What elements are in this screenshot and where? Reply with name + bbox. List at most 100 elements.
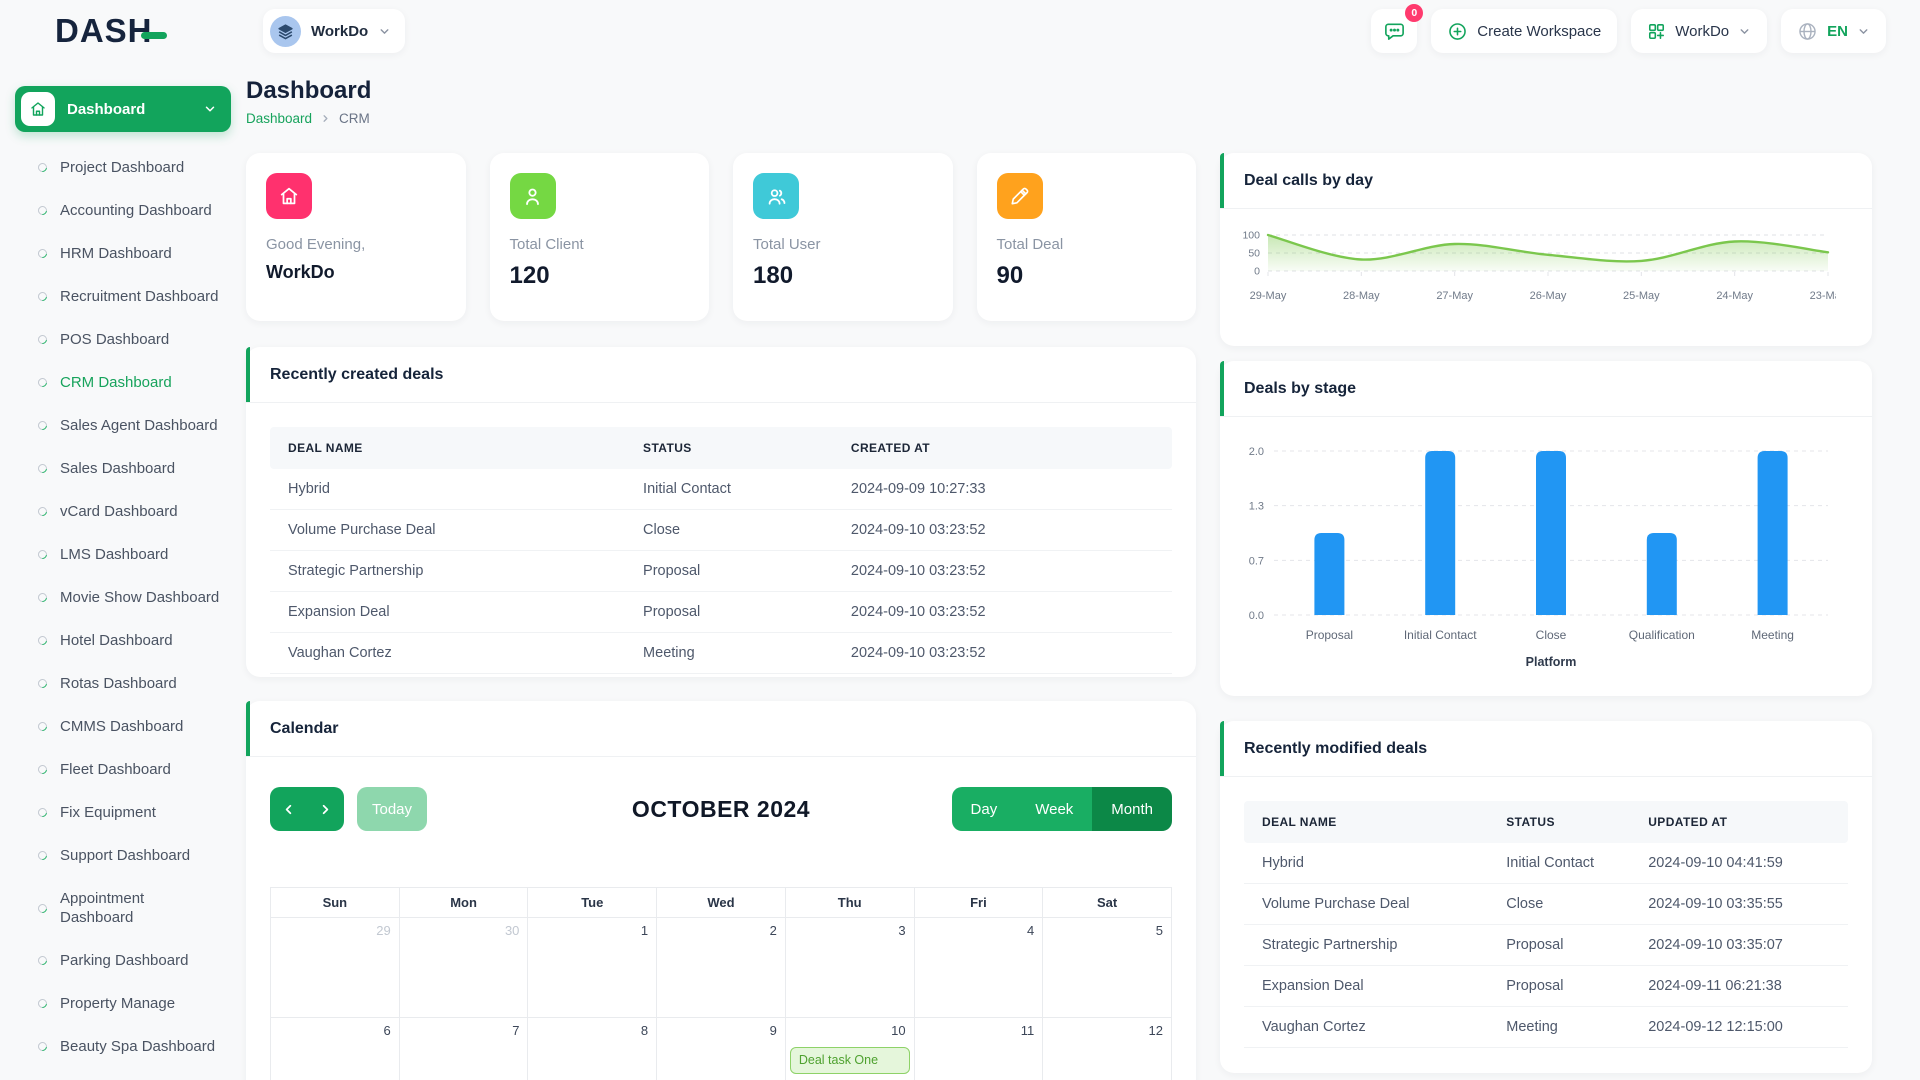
calendar-view-week-button[interactable]: Week [1016, 787, 1093, 831]
sidebar-item-sales-dashboard[interactable]: Sales Dashboard [15, 447, 231, 490]
day-number: 12 [1148, 1023, 1163, 1038]
deal-calls-chart: 100 50 0 29-May 28-May 27-May 26-May 25-May 24-M… [1220, 209, 1872, 320]
app-logo: DASH [55, 12, 215, 50]
calendar-day-cell[interactable]: 1 [528, 918, 658, 1018]
deals-by-stage-card: Deals by stage 2.0 1.3 0.7 0.0 Proposal Initi… [1220, 361, 1872, 696]
calendar-day-cell[interactable]: 10 Deal task One [785, 1018, 915, 1080]
svg-text:100: 100 [1242, 230, 1260, 242]
stat-label: Total Client [509, 236, 584, 253]
bullet-icon [36, 763, 49, 776]
table-row: Hybrid Initial Contact 2024-09-10 04:41:59 [1244, 843, 1848, 884]
calendar-next-button[interactable] [307, 787, 344, 831]
recently-created-title: Recently created deals [246, 347, 1196, 403]
calendar-day-cell[interactable]: 6 [271, 1018, 400, 1080]
calendar-prev-button[interactable] [270, 787, 307, 831]
calendar-day-cell[interactable]: 29 [271, 918, 400, 1018]
bullet-icon [36, 1040, 49, 1053]
messages-button[interactable]: 0 [1371, 4, 1424, 53]
breadcrumb-dashboard-link[interactable]: Dashboard [246, 111, 313, 126]
weekday-label: Mon [399, 888, 529, 918]
calendar-day-cell[interactable]: 5 [1043, 918, 1172, 1018]
account-menu-button[interactable]: WorkDo [1631, 9, 1768, 53]
sidebar-item-accounting-dashboard[interactable]: Accounting Dashboard [15, 189, 231, 232]
table-row: Strategic Partnership Proposal 2024-09-10 … [1244, 925, 1848, 966]
calendar-day-cell[interactable]: 9 [657, 1018, 786, 1080]
sidebar-item-appointment-dashboard[interactable]: Appointment Dashboard [15, 877, 231, 939]
status-cell: Close [643, 522, 681, 538]
day-number: 11 [1020, 1023, 1035, 1038]
calendar-card: Calendar Today OCTOBER 2024 Day Week Month… [246, 701, 1196, 1080]
calendar-day-cell[interactable]: 7 [399, 1018, 529, 1080]
timestamp-cell: 2024-09-10 03:23:52 [850, 563, 986, 579]
workspace-name: WorkDo [311, 22, 369, 40]
language-button[interactable]: EN [1781, 9, 1886, 53]
sidebar-item-facilities-dashboard[interactable]: Facilities Dashboard [15, 1068, 231, 1080]
weekday-label: Wed [657, 888, 786, 918]
calendar-view-day-button[interactable]: Day [951, 787, 1017, 831]
sidebar-item-hotel-dashboard[interactable]: Hotel Dashboard [15, 619, 231, 662]
home-icon [21, 92, 55, 126]
sidebar-item-movie-show-dashboard[interactable]: Movie Show Dashboard [15, 576, 231, 619]
calendar-weekday-header: Sun Mon Tue Wed Thu Fri Sat [271, 888, 1172, 918]
deal-name-cell: Hybrid [288, 481, 330, 497]
calendar-view-switch: Day Week Month [951, 787, 1172, 831]
status-cell: Initial Contact [643, 481, 731, 497]
sidebar-item-rotas-dashboard[interactable]: Rotas Dashboard [15, 662, 231, 705]
day-number: 4 [1027, 923, 1035, 938]
sidebar-item-sales-agent-dashboard[interactable]: Sales Agent Dashboard [15, 404, 231, 447]
svg-text:Qualification: Qualification [1629, 628, 1695, 642]
calendar-day-cell[interactable]: 4 [914, 918, 1044, 1018]
sidebar-item-recruitment-dashboard[interactable]: Recruitment Dashboard [15, 275, 231, 318]
logo-text: DASH [55, 12, 153, 49]
bullet-icon [36, 806, 49, 819]
sidebar-item-fix-equipment[interactable]: Fix Equipment [15, 791, 231, 834]
sidebar-item-vcard-dashboard[interactable]: vCard Dashboard [15, 490, 231, 533]
sidebar-item-cmms-dashboard[interactable]: CMMS Dashboard [15, 705, 231, 748]
status-cell: Proposal [1506, 978, 1564, 994]
calendar-day-cell[interactable]: 11 [914, 1018, 1044, 1080]
create-workspace-button[interactable]: Create Workspace [1431, 9, 1618, 53]
sidebar-item-property-manage[interactable]: Property Manage [15, 982, 231, 1025]
calendar-view-month-button[interactable]: Month [1092, 787, 1172, 831]
sidebar-item-support-dashboard[interactable]: Support Dashboard [15, 834, 231, 877]
chevron-left-icon [285, 804, 292, 814]
sidebar-item-fleet-dashboard[interactable]: Fleet Dashboard [15, 748, 231, 791]
deal-name-cell: Strategic Partnership [1262, 937, 1398, 953]
deal-calls-title: Deal calls by day [1220, 153, 1872, 209]
sidebar-item-pos-dashboard[interactable]: POS Dashboard [15, 318, 231, 361]
calendar-event[interactable]: Deal task One [789, 1047, 910, 1074]
sidebar-item-beauty-spa-dashboard[interactable]: Beauty Spa Dashboard [15, 1025, 231, 1068]
status-cell: Meeting [1506, 1019, 1558, 1035]
chevron-down-icon [205, 106, 215, 112]
deal-name-cell: Volume Purchase Deal [1262, 896, 1410, 912]
stat-card-total-user: Total User 180 [733, 153, 953, 321]
svg-text:Close: Close [1536, 628, 1567, 642]
calendar-day-cell[interactable]: 30 [399, 918, 529, 1018]
sidebar-item-lms-dashboard[interactable]: LMS Dashboard [15, 533, 231, 576]
calendar-grid: Sun Mon Tue Wed Thu Fri Sat 29 30 1 2 3 4 5 6 7 8 9 10 Deal… [270, 887, 1172, 1080]
weekday-label: Sun [271, 888, 400, 918]
stat-label: Good Evening, [266, 236, 366, 253]
calendar-title: Calendar [246, 701, 1196, 757]
timestamp-cell: 2024-09-10 04:41:59 [1648, 855, 1783, 871]
calendar-day-cell[interactable]: 12 [1043, 1018, 1172, 1080]
day-number: 29 [376, 923, 391, 938]
calendar-day-cell[interactable]: 3 [785, 918, 915, 1018]
calendar-day-cell[interactable]: 8 [528, 1018, 658, 1080]
day-number: 2 [769, 923, 777, 938]
calendar-today-button[interactable]: Today [357, 787, 428, 831]
workspace-avatar [270, 15, 301, 47]
sidebar-item-crm-dashboard[interactable]: CRM Dashboard [15, 361, 231, 404]
workspace-selector[interactable]: WorkDo [263, 9, 406, 53]
calendar-day-cell[interactable]: 2 [657, 918, 786, 1018]
svg-text:2.0: 2.0 [1249, 446, 1264, 458]
sidebar-item-hrm-dashboard[interactable]: HRM Dashboard [15, 232, 231, 275]
sidebar-item-project-dashboard[interactable]: Project Dashboard [15, 146, 231, 189]
svg-text:26-May: 26-May [1530, 290, 1567, 302]
sidebar-group-dashboard[interactable]: Dashboard [15, 86, 231, 132]
recently-created-table: DEAL NAME STATUS CREATED AT Hybrid Initial C… [270, 427, 1172, 686]
svg-text:Proposal: Proposal [1306, 628, 1353, 642]
bullet-icon [36, 419, 49, 432]
timestamp-cell: 2024-09-10 03:35:07 [1648, 937, 1783, 953]
sidebar-item-parking-dashboard[interactable]: Parking Dashboard [15, 939, 231, 982]
